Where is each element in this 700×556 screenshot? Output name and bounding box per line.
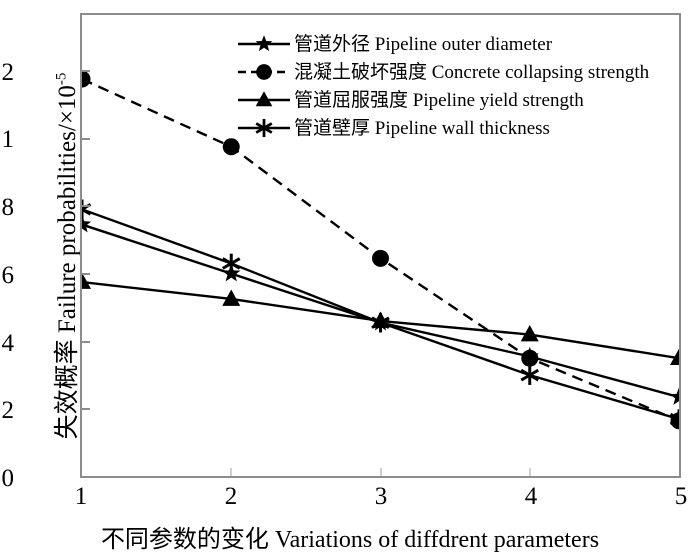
legend-item[interactable]: 管道外径 Pipeline outer diameter (236, 30, 684, 58)
y-tick-mark (82, 408, 90, 411)
y-axis-title: 失效概率 Failure probabilities/×10-5 (47, 21, 83, 491)
x-tick-label: 2 (224, 483, 238, 510)
plot-area (80, 13, 681, 478)
y-tick-mark (82, 273, 90, 275)
y-axis-title-text: 失效概率 Failure probabilities/×10 (54, 85, 81, 440)
x-tick-label: 3 (374, 483, 388, 510)
legend-item-label: 混凝土破坏强度 Concrete collapsing strength (294, 61, 650, 83)
x-tick-mark (379, 468, 382, 476)
series-2-point-4 (669, 348, 679, 366)
series-0-point-0 (82, 214, 92, 233)
legend-marker-circle-icon (236, 59, 292, 85)
x-tick-mark (528, 468, 531, 476)
series-1-point-0 (82, 70, 91, 88)
legend-marker-asterisk-icon (236, 115, 292, 141)
series-3-point-3 (520, 365, 539, 385)
series-1-point-2 (372, 249, 389, 267)
x-tick-label: 5 (674, 483, 688, 510)
x-tick-label: 4 (524, 483, 538, 510)
x-tick-label: 1 (74, 483, 88, 510)
y-tick-label: 0.4 (0, 330, 14, 357)
y-tick-mark (82, 340, 90, 343)
series-3-point-0 (82, 199, 92, 220)
legend-item-label: 管道壁厚 Pipeline wall thickness (294, 117, 550, 139)
series-3-point-2 (371, 312, 390, 333)
y-tick-label: 0 (1, 465, 15, 492)
series-1-point-3 (521, 349, 539, 367)
legend-item[interactable]: 管道壁厚 Pipeline wall thickness (236, 114, 684, 142)
x-tick-mark (230, 468, 233, 476)
legend-item-label: 管道屈服强度 Pipeline yield strength (294, 89, 584, 111)
y-tick-label: 0.2 (0, 397, 14, 424)
y-axis-title-exponent: -5 (53, 72, 70, 86)
series-2-point-0 (82, 272, 92, 289)
series-0-point-4 (669, 387, 679, 405)
y-tick-label: 1 (1, 126, 15, 153)
legend-item[interactable]: 混凝土破坏强度 Concrete collapsing strength (236, 58, 684, 86)
series-3-point-1 (222, 253, 241, 274)
legend-marker-star-icon (236, 31, 292, 57)
y-tick-mark (82, 70, 90, 72)
series-2-point-3 (520, 325, 539, 342)
y-tick-label: 0.8 (0, 194, 14, 221)
x-axis-title: 不同参数的变化 Variations of diffdrent paramete… (100, 527, 600, 553)
series-2-point-1 (222, 289, 241, 306)
series-3-point-4 (669, 409, 679, 429)
plot-svg (82, 70, 679, 430)
legend-item[interactable]: 管道屈服强度 Pipeline yield strength (236, 86, 684, 114)
chart-legend: 管道外径 Pipeline outer diameter 混凝土破坏强度 Conc… (236, 30, 684, 142)
legend-item-label: 管道外径 Pipeline outer diameter (294, 33, 553, 55)
legend-marker-triangle-icon (236, 87, 292, 113)
series-1-point-1 (222, 138, 240, 156)
y-tick-label: 1.2 (0, 59, 14, 86)
y-tick-mark (82, 205, 90, 208)
y-tick-label: 0.6 (0, 262, 14, 289)
y-tick-mark (82, 137, 90, 140)
